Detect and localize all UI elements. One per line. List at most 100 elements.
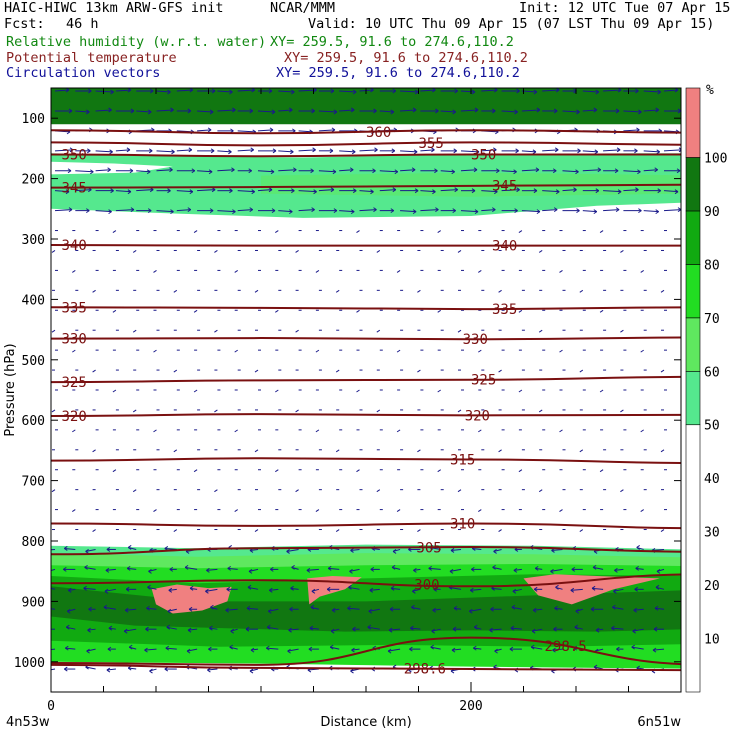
circulation-vector	[86, 648, 96, 652]
circulation-vector	[188, 149, 193, 153]
circulation-vector	[288, 629, 292, 633]
circulation-vector	[189, 189, 194, 193]
circulation-vector	[127, 89, 132, 93]
circulation-vector	[349, 568, 353, 572]
x-start-label: 4n53w	[6, 715, 50, 730]
circulation-vector	[250, 147, 254, 151]
circulation-vector	[176, 190, 193, 193]
x-end-label: 6n51w	[637, 715, 681, 730]
circulation-vector	[655, 586, 660, 590]
circulation-vector	[408, 669, 412, 673]
circulation-vector	[651, 548, 656, 551]
circulation-vector	[225, 607, 229, 611]
circulation-vector	[72, 429, 76, 433]
circulation-vector	[209, 627, 218, 630]
circulation-vector	[108, 209, 112, 213]
circulation-vector	[132, 409, 137, 413]
circulation-vector	[410, 627, 421, 630]
circulation-vector	[451, 649, 456, 653]
circulation-vector	[315, 349, 320, 353]
circulation-vector	[536, 107, 541, 111]
circulation-vector	[372, 645, 377, 649]
circulation-vector	[217, 169, 235, 172]
circulation-vector	[632, 628, 644, 632]
circulation-vector	[492, 209, 496, 213]
circulation-vector	[329, 646, 334, 650]
circulation-vector	[86, 210, 90, 214]
circulation-vector	[599, 389, 604, 393]
circulation-vector	[211, 189, 216, 193]
circulation-vector	[595, 627, 600, 631]
circulation-vector	[330, 189, 335, 193]
circulation-vector	[634, 148, 638, 152]
circulation-vector	[45, 629, 48, 631]
circulation-vector	[186, 648, 191, 652]
circulation-vector	[176, 149, 192, 152]
circulation-vector	[595, 89, 600, 93]
circulation-vector	[531, 628, 536, 632]
circulation-vector	[208, 648, 212, 652]
circulation-vector	[164, 546, 169, 549]
forecast-label: Fcst:	[4, 16, 45, 32]
circulation-vector	[623, 110, 642, 113]
circulation-vector	[428, 565, 432, 569]
circulation-vector	[593, 566, 604, 570]
circulation-vector	[369, 589, 374, 593]
circulation-vector	[146, 607, 157, 610]
circulation-vector	[420, 89, 436, 92]
circulation-vector	[516, 90, 520, 94]
circulation-vector	[634, 586, 638, 590]
circulation-vector	[148, 150, 153, 154]
circulation-vector	[595, 91, 600, 95]
circulation-vector	[207, 669, 211, 673]
circulation-vector	[286, 551, 290, 554]
circulation-vector	[169, 568, 174, 572]
circulation-vector	[481, 190, 498, 193]
circulation-vector	[83, 585, 87, 589]
circulation-vector	[538, 489, 543, 493]
field-name-theta: Potential temperature	[6, 50, 177, 66]
circulation-vector	[315, 269, 320, 273]
circulation-vector	[170, 109, 174, 113]
circulation-vector	[493, 147, 497, 151]
circulation-vector	[420, 209, 439, 212]
circulation-vector	[210, 606, 214, 610]
circulation-vector	[268, 187, 273, 191]
circulation-vector	[617, 189, 622, 193]
circulation-vector	[110, 91, 114, 95]
circulation-vector	[481, 209, 496, 212]
circulation-vector	[326, 588, 331, 592]
circulation-vector	[115, 190, 131, 193]
circulation-vector	[412, 588, 416, 592]
circulation-vector	[306, 569, 311, 573]
circulation-vector	[532, 607, 537, 611]
circulation-vector	[311, 588, 316, 592]
circulation-vector	[132, 489, 137, 493]
circulation-vector	[390, 210, 395, 214]
circulation-vector	[514, 111, 518, 115]
circulation-vector	[144, 647, 148, 651]
circulation-vector	[227, 567, 231, 571]
circulation-vector	[106, 549, 111, 552]
circulation-vector	[392, 664, 397, 668]
circulation-vector	[209, 627, 213, 631]
theta-contour-320	[51, 413, 681, 417]
circulation-vector	[494, 650, 498, 654]
circulation-vector	[92, 449, 96, 453]
circulation-vector	[643, 109, 659, 112]
theta-contour-298.5	[51, 636, 681, 666]
circulation-vector	[552, 648, 563, 651]
circulation-vector	[226, 588, 230, 592]
circulation-vector	[512, 590, 517, 594]
circulation-vector	[51, 489, 56, 493]
circulation-vector	[478, 509, 482, 513]
circulation-vector	[189, 585, 194, 589]
circulation-vector	[307, 549, 312, 552]
circulation-vector	[559, 429, 563, 433]
circulation-vector	[146, 605, 150, 609]
circulation-vector	[145, 628, 149, 632]
circulation-vector	[552, 649, 556, 653]
circulation-vector	[474, 109, 479, 113]
circulation-vector	[65, 645, 69, 649]
circulation-vector	[124, 607, 129, 611]
